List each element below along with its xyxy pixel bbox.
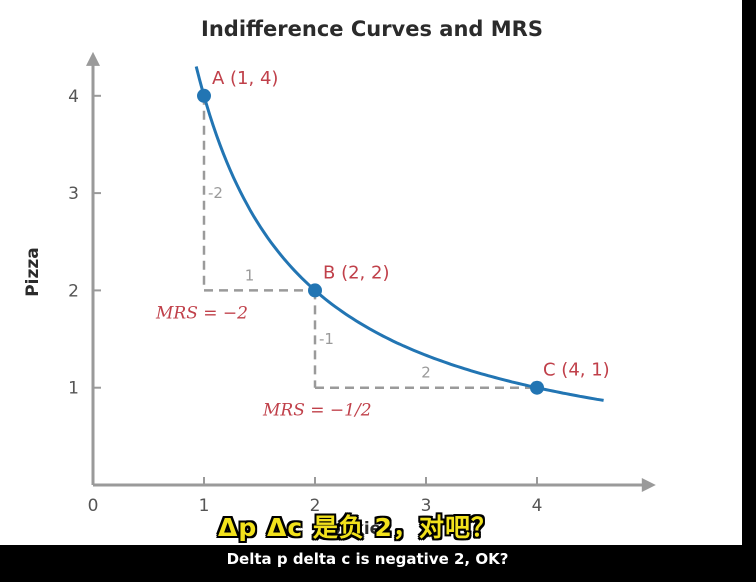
x-tick-label: 4 (532, 496, 543, 516)
subtitle-english: Delta p delta c is negative 2, OK? (226, 550, 509, 568)
video-frame: Indifference Curves and MRS 0 1 2 3 4 1 2 3 4 -2… (0, 0, 742, 545)
tick-labels: 0 1 2 3 4 1 2 3 4 (68, 87, 542, 516)
bundle-point-label: B (2, 2) (323, 262, 389, 283)
axes (86, 51, 656, 492)
indifference-curve (194, 66, 604, 402)
x-tick-label: 1 (199, 496, 210, 516)
x-tick-label: 0 (88, 496, 99, 516)
y-tick-label: 1 (68, 379, 79, 399)
mrs-rise-label: -2 (208, 184, 223, 202)
bundle-point (197, 88, 211, 103)
bundle-point-label: A (1, 4) (212, 68, 278, 89)
bundle-point (530, 380, 544, 395)
x-tick-label: 3 (421, 496, 432, 516)
y-axis-label: Pizza (23, 247, 43, 297)
chart-title: Indifference Curves and MRS (201, 17, 543, 41)
x-axis-label: Cookies (317, 519, 392, 539)
bundle-points: A (1, 4) B (2, 2) C (4, 1) (197, 68, 610, 395)
indifference-curve-chart: Indifference Curves and MRS 0 1 2 3 4 1 2 3 4 -2… (23, 17, 656, 539)
y-tick-label: 4 (68, 87, 79, 107)
mrs-value-label: MRS = −1/2 (262, 401, 372, 421)
y-axis-arrow (86, 51, 100, 66)
mrs-run-label: 2 (421, 364, 431, 382)
subtitle-chinese: Δp Δc 是负 2，对吧？ (218, 513, 497, 542)
x-axis-arrow (641, 478, 656, 492)
x-tick-label: 2 (310, 496, 321, 516)
mrs-rise-label: -1 (319, 330, 334, 348)
mrs-guides: -2 1 MRS = −2 -1 2 MRS = −1/2 (155, 95, 537, 421)
right-edge-bar (742, 0, 756, 582)
y-tick-label: 3 (68, 184, 79, 204)
mrs-value-label: MRS = −2 (155, 303, 248, 323)
bundle-point-label: C (4, 1) (543, 360, 610, 381)
y-tick-label: 2 (68, 281, 79, 301)
bundle-point (308, 283, 322, 298)
mrs-run-label: 1 (245, 266, 255, 284)
